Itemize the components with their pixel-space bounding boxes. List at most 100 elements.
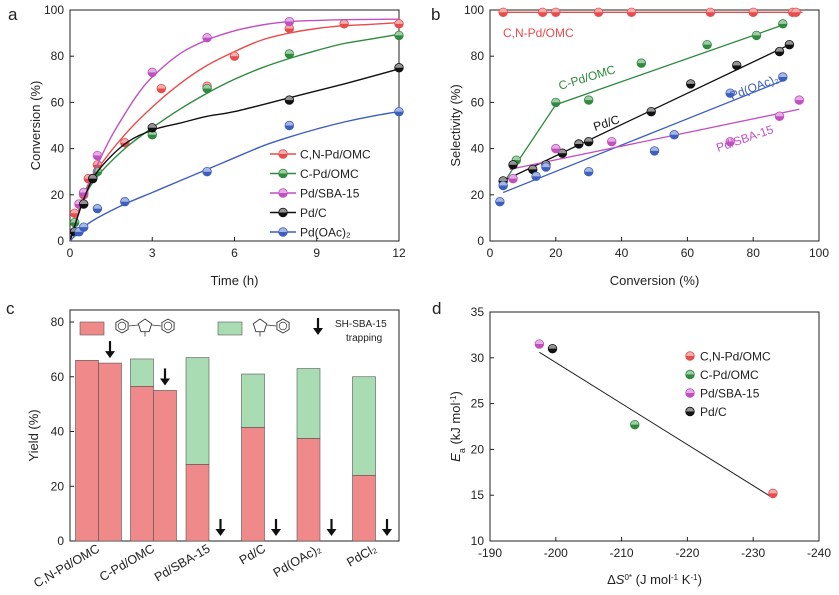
trapping-arrow: [105, 341, 115, 359]
data-point: [768, 488, 778, 499]
data-point: [748, 7, 758, 18]
panel-c: 0 20 40 60 80 Yield (%) C,N-Pd/OMCC-Pd/OMCPd/S…: [26, 309, 400, 590]
x-tick-label: 0: [487, 246, 494, 260]
legend-label: C,N-Pd/OMC: [700, 350, 771, 364]
bar-product-2: [352, 376, 376, 476]
x-axis-label-part: -1: [690, 573, 698, 582]
data-point: [508, 160, 518, 170]
category-label: C,N-Pd/OMC: [31, 541, 102, 590]
x-tick-label: -220: [675, 546, 699, 560]
fit-line: [539, 351, 774, 499]
legend-swatch-product-2: [217, 321, 243, 336]
x-tick-label: 12: [392, 246, 406, 260]
legend-label: C,N-Pd/OMC: [300, 148, 371, 162]
x-axis-label-part: ): [698, 572, 702, 587]
legend-label: Pd(OAc)₂: [300, 226, 351, 240]
trend-line: [509, 108, 800, 171]
data-point: [541, 162, 551, 172]
y-tick-label: 60: [471, 95, 485, 109]
data-point: [531, 171, 541, 182]
bar-product-1: [352, 474, 376, 542]
trend-line: [505, 23, 787, 179]
x-tick-label: 3: [149, 246, 156, 260]
data-point: [646, 106, 656, 117]
data-point: [607, 136, 617, 147]
data-point: [685, 79, 696, 89]
data-point: [284, 23, 295, 34]
data-point: [584, 95, 594, 105]
bar-product-2: [185, 357, 210, 465]
data-point: [120, 197, 130, 207]
data-point: [732, 60, 742, 71]
y-axis-label: Selectivity (%): [448, 84, 463, 166]
data-point: [551, 97, 561, 108]
y-axis-label: Yield (%): [26, 409, 41, 461]
data-point: [702, 39, 712, 50]
data-point: [725, 88, 735, 98]
series-annotation: C,N-Pd/OMC: [503, 26, 574, 40]
y-tick-label: 0: [57, 534, 64, 548]
x-tick-label: 9: [313, 246, 320, 260]
legend-trapping-arrow: [313, 318, 323, 335]
panel-b: 0 20 40 60 80 100 0 20 40 60 80 100 Conversion (%) Se…: [448, 3, 829, 288]
category-label: Pd(OAc)₂: [271, 541, 324, 580]
data-point: [202, 166, 212, 177]
trapping-arrow: [215, 519, 226, 536]
data-point: [791, 7, 801, 18]
legend-marker: [278, 207, 288, 218]
legend-marker: [685, 351, 695, 361]
y-tick-label: 20: [471, 188, 485, 202]
data-point: [537, 7, 548, 18]
bar-product-2: [130, 358, 154, 387]
legend-marker: [278, 168, 288, 179]
bar-product-2: [296, 368, 321, 439]
data-point: [774, 111, 785, 121]
molecule-icon: [115, 318, 175, 337]
data-point: [551, 7, 561, 18]
data-point: [88, 173, 98, 184]
x-axis-label-part: (J mol: [632, 572, 671, 587]
data-point: [79, 222, 89, 232]
data-point: [229, 51, 240, 61]
y-tick-label: 15: [471, 488, 485, 502]
legend-marker: [685, 369, 695, 380]
data-point: [202, 83, 212, 94]
data-point: [784, 39, 795, 50]
data-point: [649, 146, 660, 156]
plot-frame: [489, 311, 820, 542]
data-point: [794, 95, 804, 105]
data-point: [534, 339, 545, 349]
fit-curve: [69, 33, 400, 242]
data-point: [147, 123, 157, 133]
bar-product-1: [241, 427, 265, 542]
legend-label: C-Pd/OMC: [300, 167, 359, 181]
data-point: [626, 7, 637, 18]
bar-product-1: [130, 386, 154, 542]
y-tick-label: 20: [51, 188, 65, 202]
data-point: [725, 136, 735, 147]
legend-swatch-product-1: [79, 321, 105, 336]
data-point: [574, 139, 584, 149]
panel-a: 0 3 6 9 12 0 20 40 60 80 100 Time (h) Conversion (%)…: [28, 3, 406, 288]
data-point: [636, 58, 647, 68]
x-tick-label: 6: [231, 246, 238, 260]
legend-label: Pd/SBA-15: [300, 187, 360, 201]
y-tick-label: 0: [57, 234, 64, 248]
data-point: [498, 180, 508, 191]
y-axis-label-part: -1: [449, 395, 458, 403]
trapping-arrow: [160, 368, 170, 386]
series-annotation: Pd/SBA-15: [714, 122, 775, 155]
data-point: [669, 130, 679, 140]
x-axis-label-part: 0*: [624, 573, 632, 582]
x-tick-label: -190: [478, 546, 502, 560]
data-point: [202, 33, 212, 43]
y-tick-label: 10: [471, 534, 485, 548]
data-point: [557, 148, 568, 158]
data-point: [630, 419, 640, 430]
y-tick-label: 40: [471, 142, 485, 156]
data-point: [69, 208, 80, 218]
category-label: PdCl₂: [344, 541, 379, 569]
panel-letter: a: [8, 5, 18, 24]
y-axis-label-part: E: [448, 453, 463, 462]
data-point: [705, 7, 716, 18]
